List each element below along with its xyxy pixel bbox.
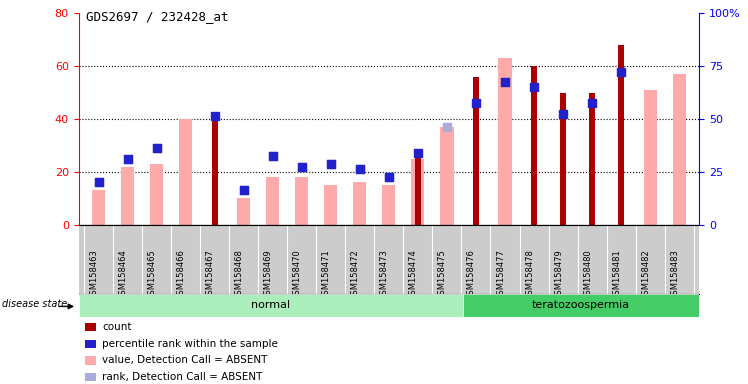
Bar [643,90,657,225]
Point [470,100,482,106]
Point [238,187,250,194]
Bar [353,182,367,225]
Point [325,161,337,167]
Point [412,150,424,156]
Bar [85,340,96,348]
Point [267,153,279,159]
Point [354,166,366,172]
Point [383,174,395,180]
Text: rank, Detection Call = ABSENT: rank, Detection Call = ABSENT [102,372,263,382]
Bar [672,74,686,225]
Point [122,156,134,162]
Point [93,179,105,185]
Bar [92,190,105,225]
Bar [463,294,699,317]
Point [325,161,337,167]
Point [615,68,627,74]
Bar [180,119,192,225]
Point [441,124,453,130]
Bar [473,77,479,225]
Bar [121,167,135,225]
Point [499,79,511,85]
Bar [498,58,512,225]
Bar [85,356,96,364]
Bar [237,198,251,225]
Bar [415,153,421,225]
Text: teratozoospermia: teratozoospermia [532,300,630,310]
Text: disease state: disease state [1,299,67,309]
Point [586,100,598,106]
Text: normal: normal [251,300,290,310]
Bar [531,66,537,225]
Point [122,156,134,162]
Bar [150,164,163,225]
Bar [79,294,463,317]
Point [209,113,221,119]
Point [151,145,163,151]
Point [296,164,308,170]
Point [267,153,279,159]
Bar [618,45,625,225]
Text: percentile rank within the sample: percentile rank within the sample [102,339,278,349]
Bar [411,159,425,225]
Point [296,164,308,170]
Text: value, Detection Call = ABSENT: value, Detection Call = ABSENT [102,356,268,366]
Point [238,187,250,194]
Bar [560,93,566,225]
Point [557,111,569,117]
Text: GDS2697 / 232428_at: GDS2697 / 232428_at [86,10,229,23]
Point [93,179,105,185]
Bar [212,114,218,225]
Point [151,145,163,151]
Bar [325,185,337,225]
Bar [266,177,280,225]
Point [354,166,366,172]
Point [383,174,395,180]
Bar [589,93,595,225]
Bar [295,177,308,225]
Point [528,84,540,90]
Bar [382,185,396,225]
Text: count: count [102,322,132,332]
Bar [441,127,453,225]
Bar [85,373,96,381]
Bar [85,323,96,331]
